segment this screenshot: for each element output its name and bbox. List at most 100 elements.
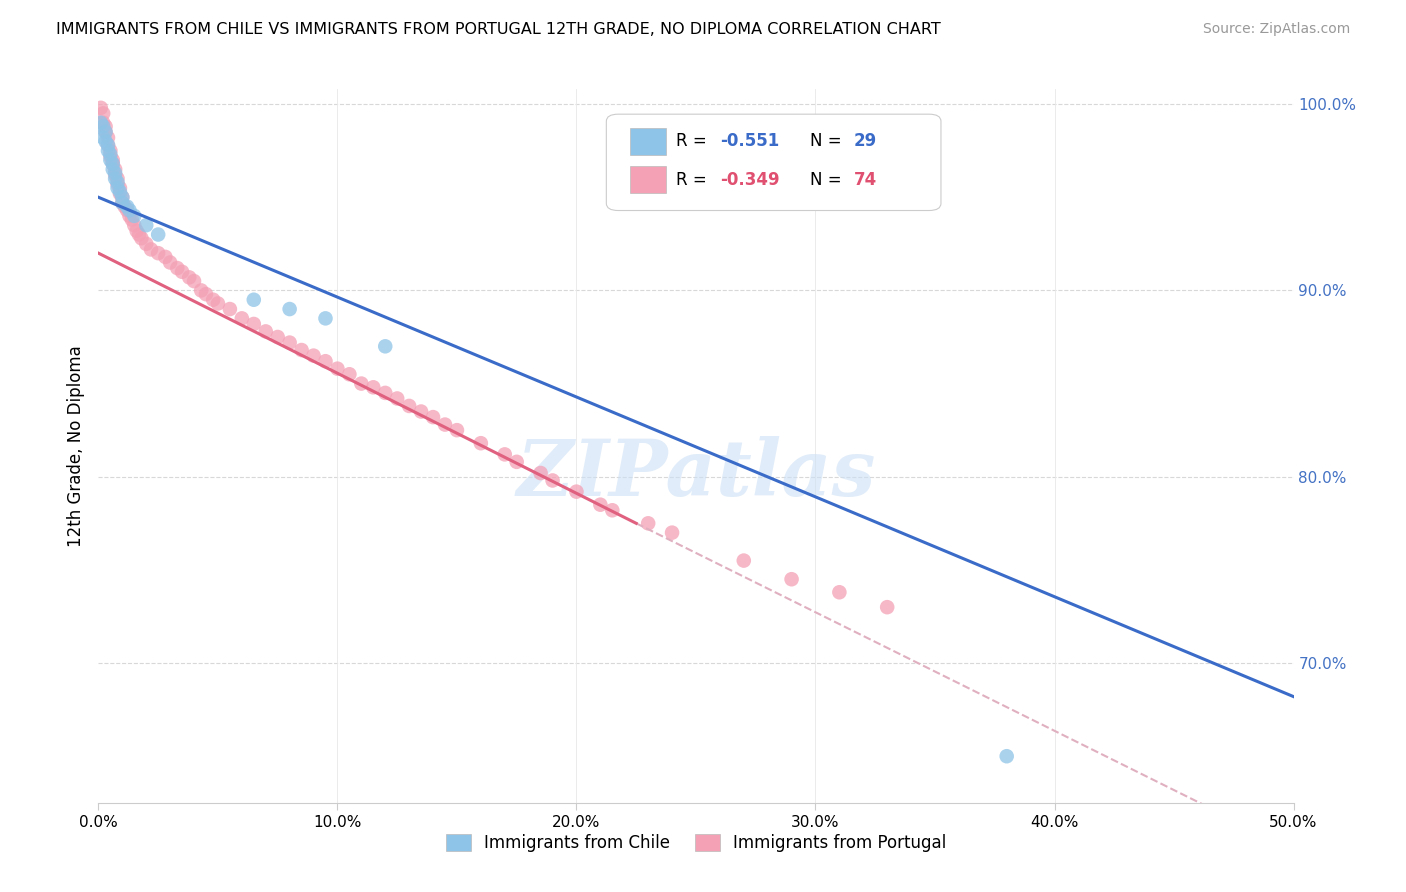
Point <box>278 335 301 350</box>
Point <box>159 255 181 269</box>
Point <box>219 301 242 316</box>
Point <box>995 749 1018 764</box>
Point <box>94 120 117 134</box>
Text: 29: 29 <box>853 132 877 150</box>
Point <box>411 404 433 418</box>
Point <box>243 317 266 331</box>
Point <box>172 265 194 279</box>
Point <box>98 149 122 163</box>
Point <box>90 101 112 115</box>
Text: N =: N = <box>810 171 846 189</box>
Point <box>195 287 218 301</box>
Text: -0.551: -0.551 <box>720 132 779 150</box>
Point <box>135 218 157 232</box>
Point <box>278 301 301 316</box>
Point <box>107 171 129 186</box>
Point <box>98 144 122 158</box>
Point <box>541 474 564 488</box>
Point <box>104 162 127 177</box>
Point <box>107 181 129 195</box>
FancyBboxPatch shape <box>630 128 666 155</box>
Point <box>315 311 337 326</box>
Point <box>434 417 457 432</box>
Point <box>780 572 803 586</box>
Point <box>267 330 290 344</box>
FancyBboxPatch shape <box>606 114 941 211</box>
Text: R =: R = <box>676 171 711 189</box>
Point <box>111 190 134 204</box>
Point <box>107 175 129 189</box>
Point <box>139 243 162 257</box>
Point <box>602 503 624 517</box>
Point <box>111 195 134 210</box>
Text: Source: ZipAtlas.com: Source: ZipAtlas.com <box>1202 22 1350 37</box>
Point <box>302 349 325 363</box>
Legend: Immigrants from Chile, Immigrants from Portugal: Immigrants from Chile, Immigrants from P… <box>439 827 953 859</box>
Text: IMMIGRANTS FROM CHILE VS IMMIGRANTS FROM PORTUGAL 12TH GRADE, NO DIPLOMA CORRELA: IMMIGRANTS FROM CHILE VS IMMIGRANTS FROM… <box>56 22 941 37</box>
Point <box>101 157 124 171</box>
Point <box>733 553 755 567</box>
Point <box>91 130 114 145</box>
Point <box>124 209 146 223</box>
Point <box>148 227 170 242</box>
Point <box>135 236 157 251</box>
Point <box>98 153 122 167</box>
Point <box>148 246 170 260</box>
Point <box>350 376 373 391</box>
Point <box>494 447 516 461</box>
Point <box>91 120 114 134</box>
Point <box>121 212 143 227</box>
Point <box>315 354 337 368</box>
Point <box>90 116 112 130</box>
Point <box>339 368 361 382</box>
Point <box>124 218 146 232</box>
Point <box>104 166 127 180</box>
Text: N =: N = <box>810 132 846 150</box>
Point <box>91 116 114 130</box>
Point <box>101 162 124 177</box>
Point <box>530 466 553 480</box>
Point <box>97 138 120 153</box>
Point <box>104 168 127 182</box>
Point <box>108 185 131 199</box>
Point <box>207 296 229 310</box>
Point <box>104 171 127 186</box>
Point <box>94 125 117 139</box>
Point <box>506 455 529 469</box>
Text: ZIPatlas: ZIPatlas <box>516 436 876 513</box>
Point <box>446 423 468 437</box>
Point <box>107 178 129 192</box>
Point <box>422 410 444 425</box>
Point <box>94 125 117 139</box>
Point <box>125 224 148 238</box>
Point <box>97 130 120 145</box>
Y-axis label: 12th Grade, No Diploma: 12th Grade, No Diploma <box>66 345 84 547</box>
Point <box>166 261 188 276</box>
Point <box>291 343 314 357</box>
Point <box>98 147 122 161</box>
Text: R =: R = <box>676 132 711 150</box>
Point <box>118 209 141 223</box>
Point <box>470 436 492 450</box>
Point <box>374 385 396 400</box>
Point <box>114 200 136 214</box>
Point <box>589 498 612 512</box>
Point <box>111 190 134 204</box>
Point <box>101 153 124 167</box>
Point <box>565 484 588 499</box>
Point <box>128 227 150 242</box>
Point <box>183 274 205 288</box>
Point <box>243 293 266 307</box>
Point <box>363 380 385 394</box>
Point <box>131 231 153 245</box>
Text: -0.349: -0.349 <box>720 171 779 189</box>
Point <box>115 203 138 218</box>
Point <box>661 525 683 540</box>
Point <box>118 203 141 218</box>
Point <box>326 361 349 376</box>
Point <box>179 270 201 285</box>
Point <box>254 325 277 339</box>
Point <box>108 186 131 201</box>
Point <box>97 138 120 153</box>
Point <box>108 181 131 195</box>
